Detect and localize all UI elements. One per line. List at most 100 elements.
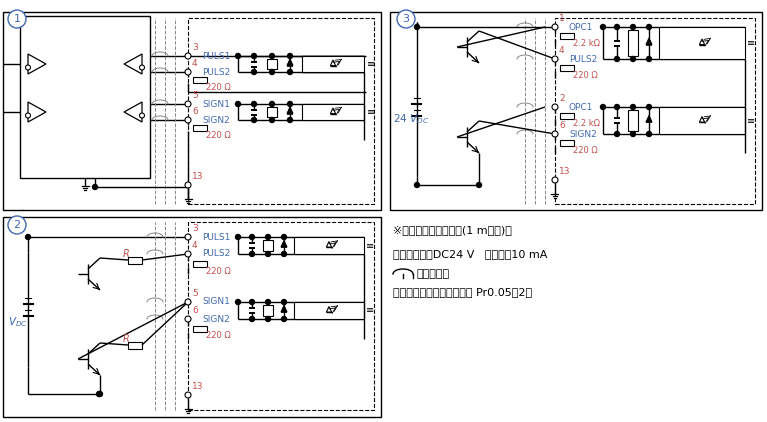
Circle shape [281, 300, 287, 305]
Circle shape [185, 299, 191, 305]
Circle shape [552, 104, 558, 110]
Text: 3: 3 [192, 43, 198, 52]
Polygon shape [700, 39, 705, 45]
Polygon shape [646, 116, 652, 122]
Bar [3, 217, 381, 417]
Circle shape [185, 69, 191, 75]
Text: 4: 4 [559, 46, 565, 55]
Circle shape [552, 24, 558, 30]
Circle shape [288, 102, 292, 106]
Text: SIGN2: SIGN2 [202, 116, 230, 124]
Circle shape [235, 300, 241, 305]
Circle shape [630, 132, 636, 136]
Polygon shape [327, 306, 331, 312]
Bar [263, 305, 273, 316]
Circle shape [252, 70, 256, 75]
Circle shape [614, 105, 620, 109]
Text: 13: 13 [559, 167, 571, 176]
Polygon shape [646, 38, 652, 44]
Bar [294, 302, 364, 319]
Text: PULS2: PULS2 [569, 54, 597, 63]
Text: 5: 5 [192, 91, 198, 100]
Text: 2: 2 [14, 220, 21, 230]
Circle shape [25, 113, 31, 118]
Circle shape [281, 235, 287, 240]
Circle shape [235, 102, 241, 106]
Polygon shape [28, 102, 46, 122]
Circle shape [265, 300, 271, 305]
Circle shape [97, 392, 103, 397]
Polygon shape [331, 108, 336, 114]
Bar [193, 125, 207, 131]
Polygon shape [287, 107, 293, 114]
Circle shape [265, 235, 271, 240]
Text: OPC1: OPC1 [569, 103, 594, 111]
Circle shape [647, 57, 651, 62]
Bar [555, 18, 755, 204]
Circle shape [140, 65, 144, 70]
Circle shape [25, 235, 31, 240]
Bar [128, 341, 142, 349]
Text: 220 Ω: 220 Ω [206, 332, 231, 341]
Text: ≡: ≡ [366, 306, 374, 316]
Bar [659, 107, 745, 134]
Circle shape [630, 105, 636, 109]
Circle shape [601, 24, 605, 30]
Circle shape [185, 53, 191, 59]
Bar [128, 257, 142, 263]
Text: SIGN1: SIGN1 [202, 298, 230, 306]
Bar [628, 110, 638, 131]
Polygon shape [124, 54, 142, 74]
Bar [3, 12, 381, 210]
Text: 5: 5 [192, 289, 198, 298]
Circle shape [8, 216, 26, 234]
Text: 2.2 kΩ: 2.2 kΩ [573, 38, 600, 48]
Text: SIGN2: SIGN2 [202, 314, 230, 324]
Bar [659, 27, 745, 59]
Circle shape [252, 117, 256, 122]
Circle shape [647, 105, 651, 109]
Text: 220 Ω: 220 Ω [573, 146, 597, 154]
Text: 6: 6 [192, 306, 198, 315]
Circle shape [630, 24, 636, 30]
Text: 1: 1 [14, 14, 21, 24]
Circle shape [235, 54, 241, 59]
Bar [188, 222, 374, 410]
Text: PULS2: PULS2 [202, 68, 230, 76]
Bar [302, 104, 364, 120]
Text: R: R [123, 334, 130, 344]
Circle shape [252, 54, 256, 59]
Circle shape [235, 235, 241, 240]
Circle shape [414, 182, 420, 187]
Bar [560, 65, 574, 71]
Polygon shape [281, 306, 287, 312]
Text: 220 Ω: 220 Ω [206, 82, 231, 92]
Text: ≡: ≡ [747, 116, 755, 125]
Text: 6: 6 [559, 121, 565, 130]
Polygon shape [331, 60, 336, 65]
Text: SIGN1: SIGN1 [202, 100, 230, 108]
Circle shape [288, 54, 292, 59]
Circle shape [185, 117, 191, 123]
Circle shape [614, 132, 620, 136]
Bar [193, 261, 207, 267]
Text: 13: 13 [192, 172, 203, 181]
Bar [294, 237, 364, 254]
Circle shape [269, 54, 275, 59]
Circle shape [552, 131, 558, 137]
Polygon shape [28, 54, 46, 74]
Circle shape [252, 102, 256, 106]
Text: 1: 1 [559, 14, 565, 23]
Circle shape [281, 252, 287, 257]
Circle shape [25, 65, 31, 70]
Circle shape [249, 235, 255, 240]
Text: ≡: ≡ [367, 59, 375, 69]
Circle shape [185, 316, 191, 322]
Circle shape [265, 316, 271, 322]
Text: ≡: ≡ [747, 38, 755, 48]
Text: 6: 6 [192, 107, 198, 116]
Circle shape [265, 252, 271, 257]
Text: PULS2: PULS2 [202, 249, 230, 259]
Circle shape [185, 251, 191, 257]
Text: 4: 4 [192, 59, 198, 68]
